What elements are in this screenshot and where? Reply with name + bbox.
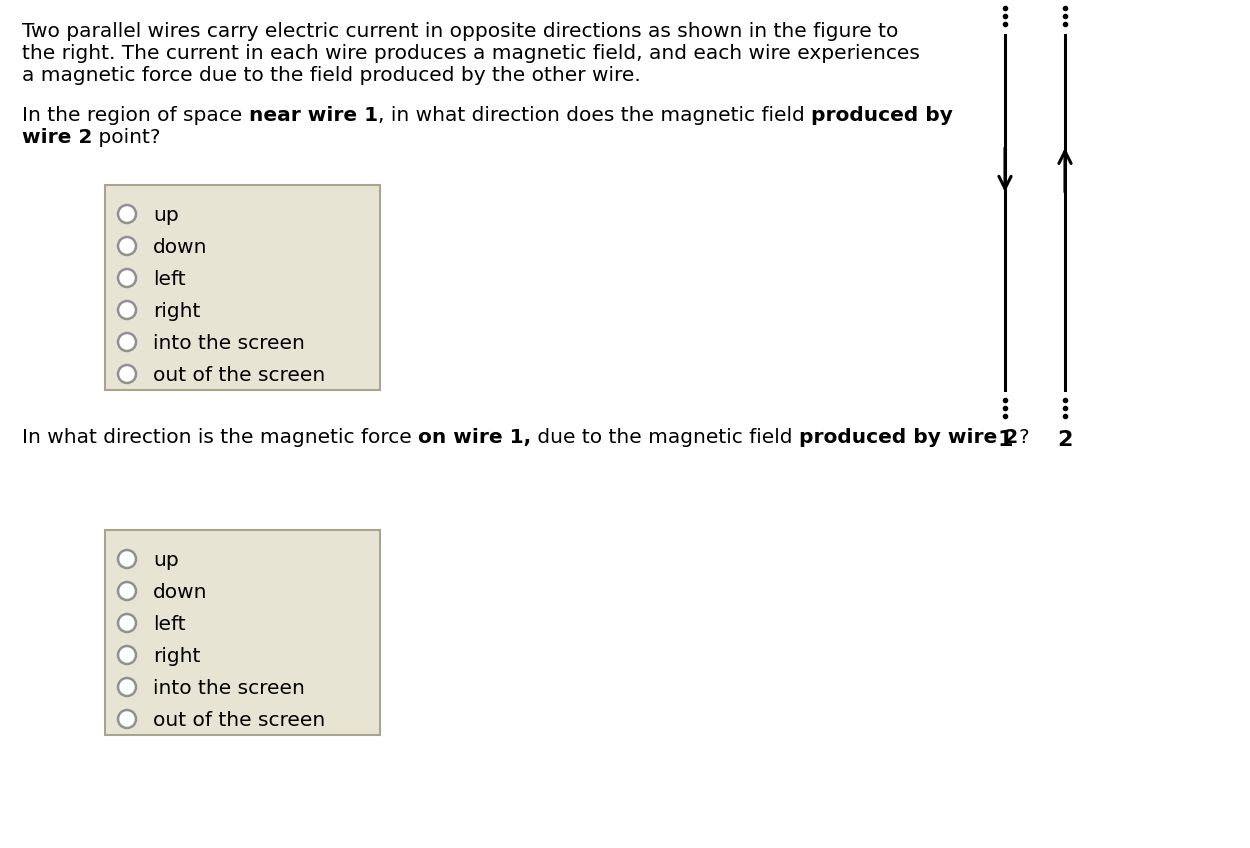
Text: ?: ? xyxy=(1019,428,1029,447)
Circle shape xyxy=(118,614,136,632)
Circle shape xyxy=(118,710,136,728)
Text: In what direction is the magnetic force: In what direction is the magnetic force xyxy=(22,428,418,447)
Text: into the screen: into the screen xyxy=(152,679,305,698)
Circle shape xyxy=(118,269,136,287)
Text: near wire 1: near wire 1 xyxy=(249,106,378,125)
Circle shape xyxy=(118,550,136,568)
Circle shape xyxy=(118,646,136,664)
Circle shape xyxy=(118,205,136,223)
Text: due to the magnetic field: due to the magnetic field xyxy=(531,428,799,447)
Text: down: down xyxy=(152,238,208,257)
Text: a magnetic force due to the field produced by the other wire.: a magnetic force due to the field produc… xyxy=(22,66,641,85)
Text: left: left xyxy=(152,270,186,289)
Text: , in what direction does the magnetic field: , in what direction does the magnetic fi… xyxy=(378,106,811,125)
Circle shape xyxy=(118,237,136,255)
Text: out of the screen: out of the screen xyxy=(152,711,325,730)
Circle shape xyxy=(118,365,136,383)
Text: 2: 2 xyxy=(1058,430,1072,450)
Text: produced by: produced by xyxy=(811,106,952,125)
Text: up: up xyxy=(152,551,179,570)
Circle shape xyxy=(118,678,136,696)
Text: wire 2: wire 2 xyxy=(22,128,92,147)
Text: point?: point? xyxy=(92,128,161,147)
Circle shape xyxy=(118,333,136,351)
Text: up: up xyxy=(152,206,179,225)
Text: left: left xyxy=(152,615,186,634)
FancyBboxPatch shape xyxy=(105,185,380,390)
Text: out of the screen: out of the screen xyxy=(152,366,325,385)
Text: down: down xyxy=(152,583,208,602)
Circle shape xyxy=(118,582,136,600)
Circle shape xyxy=(118,301,136,319)
Text: into the screen: into the screen xyxy=(152,334,305,353)
Text: In the region of space: In the region of space xyxy=(22,106,249,125)
FancyBboxPatch shape xyxy=(105,530,380,735)
Text: 1: 1 xyxy=(998,430,1012,450)
Text: right: right xyxy=(152,647,200,666)
Text: right: right xyxy=(152,302,200,321)
Text: on wire 1,: on wire 1, xyxy=(418,428,531,447)
Text: produced by wire 2: produced by wire 2 xyxy=(799,428,1019,447)
Text: the right. The current in each wire produces a magnetic field, and each wire exp: the right. The current in each wire prod… xyxy=(22,44,920,63)
Text: Two parallel wires carry electric current in opposite directions as shown in the: Two parallel wires carry electric curren… xyxy=(22,22,899,41)
